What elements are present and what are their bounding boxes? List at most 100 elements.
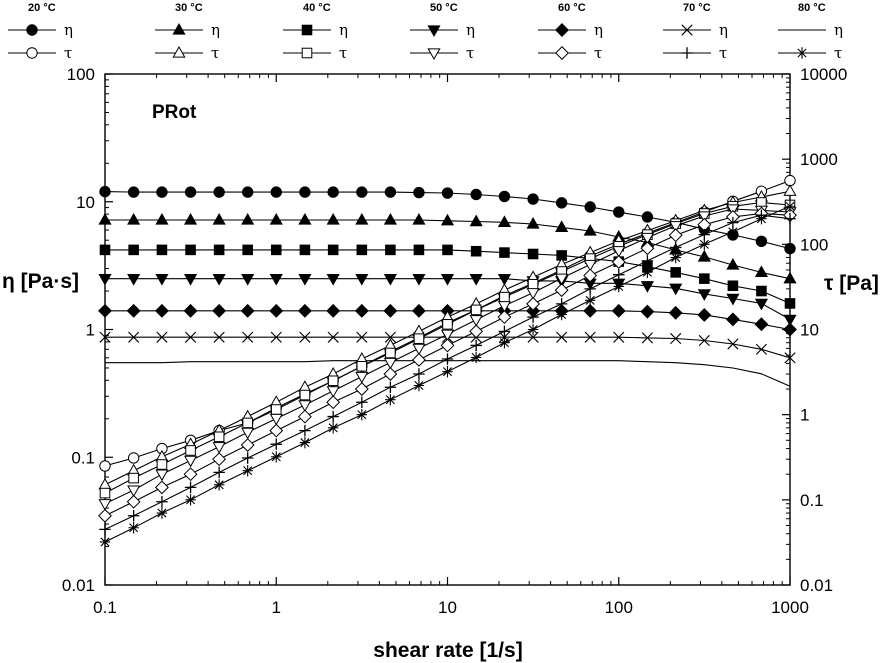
legend-item: τ (538, 44, 602, 62)
data-point (326, 212, 340, 225)
data-point (441, 353, 454, 365)
data-point (441, 187, 454, 199)
x-axis-ticks: 0.1 1 10 100 1000 (93, 74, 809, 617)
data-point (241, 212, 255, 225)
legend-item: τ (283, 44, 347, 62)
data-point (269, 423, 284, 438)
data-point (213, 431, 225, 443)
data-point (99, 460, 111, 472)
data-point (411, 352, 426, 367)
data-point (727, 226, 739, 238)
data-point (413, 186, 425, 199)
data-point (670, 332, 682, 345)
data-point (697, 211, 711, 224)
data-point (127, 274, 141, 286)
legend-label: τ (594, 44, 602, 62)
filled-triangle-up-icon (172, 23, 186, 35)
filled-triangle-down-icon (427, 25, 441, 37)
data-point (497, 274, 512, 286)
data-point (299, 389, 311, 401)
legend-temperature: 40 °C (303, 2, 331, 14)
data-point (556, 308, 567, 321)
data-point (756, 212, 767, 225)
data-point (442, 365, 453, 378)
data-point (326, 303, 341, 318)
y-right-tick-label: 1 (800, 406, 809, 425)
data-point (98, 274, 112, 286)
data-point (641, 332, 653, 344)
legend-item: η (283, 21, 348, 39)
data-point (99, 185, 111, 198)
legend-temperature: 50 °C (430, 2, 458, 14)
series-τ-80c (99, 200, 796, 548)
data-point (725, 312, 740, 327)
data-point (240, 303, 255, 318)
legend-item: η (778, 21, 843, 39)
data-point (442, 244, 453, 256)
legend-item: τ (155, 44, 219, 62)
y-left-tick-label: 10 (76, 193, 95, 212)
data-point (784, 212, 796, 225)
data-point (413, 333, 425, 344)
data-point (270, 438, 282, 450)
data-point (526, 288, 540, 300)
data-point (299, 331, 311, 343)
data-point (440, 274, 455, 286)
series-η-20c (99, 185, 796, 255)
data-point (499, 336, 510, 349)
data-point (156, 496, 168, 508)
data-point (783, 322, 797, 337)
data-point (697, 307, 712, 322)
x-tick-label: 1 (272, 598, 281, 617)
legend-label: η (211, 21, 220, 39)
data-point (356, 408, 368, 421)
data-point (783, 314, 797, 327)
data-point (183, 212, 198, 225)
open-diamond-icon (555, 46, 569, 60)
data-point (156, 331, 168, 343)
data-point (271, 451, 282, 463)
data-point (784, 352, 796, 364)
data-point (184, 186, 197, 198)
data-point (383, 357, 397, 370)
data-point (611, 255, 626, 269)
data-point (784, 298, 796, 309)
data-point (383, 274, 397, 286)
data-point (156, 186, 168, 198)
legend-label: η (834, 21, 843, 39)
data-point (213, 466, 225, 479)
data-point (611, 303, 626, 318)
data-point (383, 212, 397, 225)
data-point (641, 255, 654, 267)
data-point (355, 371, 369, 384)
x-tick-label: 0.1 (93, 598, 117, 617)
data-point (184, 481, 197, 494)
data-point (470, 339, 482, 352)
data-point (156, 507, 168, 519)
legend-item: η (410, 21, 475, 39)
data-point (470, 304, 482, 316)
data-point (126, 494, 141, 509)
data-point (699, 273, 710, 284)
data-point (412, 212, 426, 225)
data-point (354, 382, 369, 396)
data-point (128, 522, 139, 534)
data-point (584, 201, 596, 213)
data-point (241, 452, 254, 464)
data-point (440, 338, 455, 353)
data-point (413, 244, 425, 256)
data-point (440, 213, 455, 226)
data-point (498, 190, 511, 203)
data-point (499, 247, 510, 258)
data-point (327, 422, 339, 434)
data-point (698, 334, 710, 347)
data-point (640, 304, 655, 319)
data-point (584, 283, 596, 295)
legend-label: τ (466, 44, 474, 62)
data-point (527, 323, 539, 336)
data-point (355, 274, 369, 286)
x-tick-label: 1000 (771, 598, 809, 617)
data-point (469, 324, 484, 339)
data-point (469, 214, 483, 227)
